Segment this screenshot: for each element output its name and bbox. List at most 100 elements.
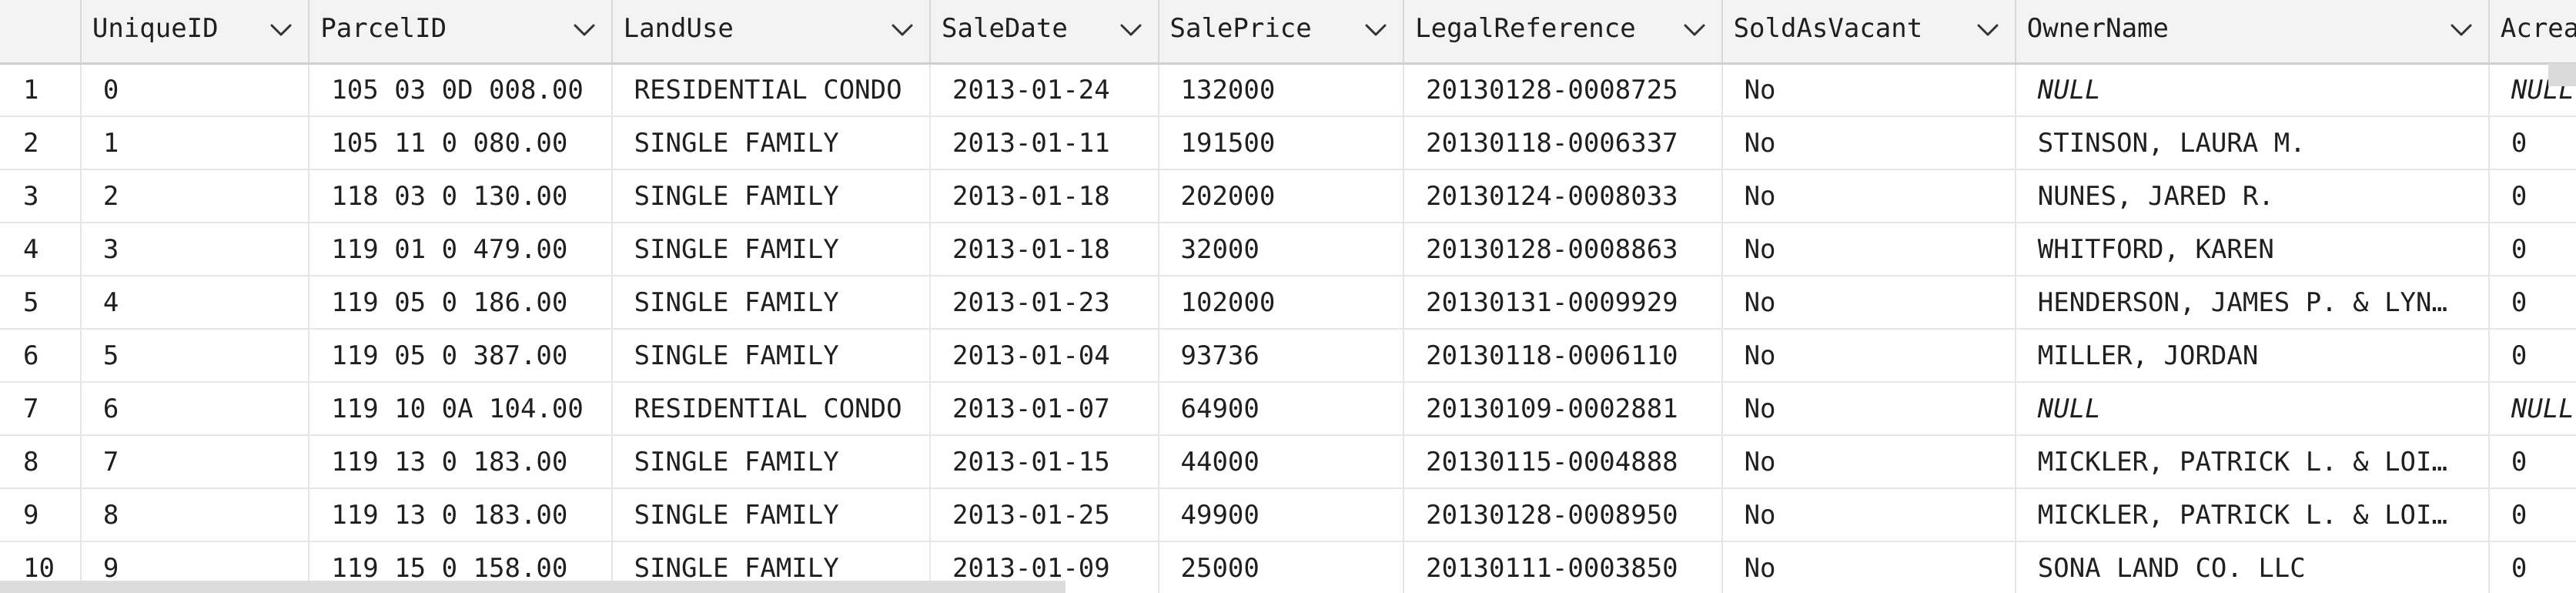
cell-saleprice[interactable]: 44000	[1158, 435, 1405, 489]
cell-soldasvacant[interactable]: No	[1721, 276, 2016, 330]
cell-landuse[interactable]: RESIDENTIAL CONDO	[611, 63, 932, 117]
row-number-cell[interactable]: 2	[0, 116, 82, 170]
column-header-acreage[interactable]: Acreage	[2488, 0, 2576, 65]
cell-ownername[interactable]: SONA LAND CO. LLC	[2015, 541, 2490, 593]
cell-acreage[interactable]: NULL	[2488, 382, 2576, 436]
cell-ownername[interactable]: NUNES, JARED R.	[2015, 169, 2490, 223]
cell-soldasvacant[interactable]: No	[1721, 223, 2016, 276]
cell-soldasvacant[interactable]: No	[1721, 488, 2016, 542]
cell-acreage[interactable]: 0	[2488, 435, 2576, 489]
cell-legalreference[interactable]: 20130128-0008725	[1403, 63, 1723, 117]
cell-legalreference[interactable]: 20130118-0006337	[1403, 116, 1723, 170]
cell-saleprice[interactable]: 32000	[1158, 223, 1405, 276]
cell-soldasvacant[interactable]: No	[1721, 435, 2016, 489]
column-header-soldasvacant[interactable]: SoldAsVacant	[1721, 0, 2016, 65]
chevron-down-icon[interactable]	[573, 22, 596, 39]
cell-uniqueid[interactable]: 4	[80, 276, 310, 330]
cell-ownername[interactable]: HENDERSON, JAMES P. & LYN…	[2015, 276, 2490, 330]
cell-saleprice[interactable]: 93736	[1158, 329, 1405, 383]
cell-landuse[interactable]: SINGLE FAMILY	[611, 116, 932, 170]
cell-landuse[interactable]: SINGLE FAMILY	[611, 435, 932, 489]
cell-uniqueid[interactable]: 1	[80, 116, 310, 170]
cell-soldasvacant[interactable]: No	[1721, 169, 2016, 223]
row-number-cell[interactable]: 9	[0, 488, 82, 542]
column-header-legalreference[interactable]: LegalReference	[1403, 0, 1723, 65]
cell-saledate[interactable]: 2013-01-18	[930, 223, 1159, 276]
cell-legalreference[interactable]: 20130131-0009929	[1403, 276, 1723, 330]
cell-parcelid[interactable]: 119 01 0 479.00	[309, 223, 613, 276]
table-row[interactable]: 2 1 105 11 0 080.00 SINGLE FAMILY 2013-01-11…	[0, 116, 2576, 170]
column-header-parcelid[interactable]: ParcelID	[309, 0, 613, 65]
chevron-down-icon[interactable]	[1976, 22, 1999, 39]
cell-soldasvacant[interactable]: No	[1721, 116, 2016, 170]
row-number-cell[interactable]: 4	[0, 223, 82, 276]
cell-parcelid[interactable]: 105 11 0 080.00	[309, 116, 613, 170]
cell-acreage[interactable]: 0	[2488, 223, 2576, 276]
cell-ownername[interactable]: MICKLER, PATRICK L. & LOI…	[2015, 488, 2490, 542]
cell-legalreference[interactable]: 20130111-0003850	[1403, 541, 1723, 593]
cell-ownername[interactable]: STINSON, LAURA M.	[2015, 116, 2490, 170]
vertical-scrollbar[interactable]	[2548, 63, 2576, 593]
chevron-down-icon[interactable]	[1364, 22, 1387, 39]
cell-ownername[interactable]: MICKLER, PATRICK L. & LOI…	[2015, 435, 2490, 489]
horizontal-scrollbar-thumb[interactable]	[0, 581, 1066, 593]
cell-soldasvacant[interactable]: No	[1721, 541, 2016, 593]
row-number-cell[interactable]: 6	[0, 329, 82, 383]
cell-uniqueid[interactable]: 3	[80, 223, 310, 276]
column-header-uniqueid[interactable]: UniqueID	[80, 0, 310, 65]
cell-uniqueid[interactable]: 8	[80, 488, 310, 542]
cell-acreage[interactable]: 0	[2488, 169, 2576, 223]
cell-saleprice[interactable]: 132000	[1158, 63, 1405, 117]
cell-landuse[interactable]: RESIDENTIAL CONDO	[611, 382, 932, 436]
cell-saleprice[interactable]: 25000	[1158, 541, 1405, 593]
cell-saledate[interactable]: 2013-01-11	[930, 116, 1159, 170]
table-row[interactable]: 8 7 119 13 0 183.00 SINGLE FAMILY 2013-01-15…	[0, 435, 2576, 489]
cell-legalreference[interactable]: 20130128-0008863	[1403, 223, 1723, 276]
cell-saledate[interactable]: 2013-01-15	[930, 435, 1159, 489]
chevron-down-icon[interactable]	[891, 22, 914, 39]
cell-saledate[interactable]: 2013-01-24	[930, 63, 1159, 117]
table-row[interactable]: 6 5 119 05 0 387.00 SINGLE FAMILY 2013-01-04…	[0, 329, 2576, 383]
cell-ownername[interactable]: WHITFORD, KAREN	[2015, 223, 2490, 276]
cell-parcelid[interactable]: 119 13 0 183.00	[309, 435, 613, 489]
cell-parcelid[interactable]: 119 13 0 183.00	[309, 488, 613, 542]
chevron-down-icon[interactable]	[2450, 22, 2473, 39]
table-row[interactable]: 1 0 105 03 0D 008.00 RESIDENTIAL CONDO 2013-…	[0, 63, 2576, 117]
cell-saledate[interactable]: 2013-01-23	[930, 276, 1159, 330]
cell-landuse[interactable]: SINGLE FAMILY	[611, 223, 932, 276]
column-header-saledate[interactable]: SaleDate	[930, 0, 1159, 65]
row-number-cell[interactable]: 5	[0, 276, 82, 330]
cell-ownername[interactable]: NULL	[2015, 382, 2490, 436]
cell-landuse[interactable]: SINGLE FAMILY	[611, 329, 932, 383]
cell-saleprice[interactable]: 202000	[1158, 169, 1405, 223]
cell-parcelid[interactable]: 118 03 0 130.00	[309, 169, 613, 223]
cell-legalreference[interactable]: 20130118-0006110	[1403, 329, 1723, 383]
table-row[interactable]: 5 4 119 05 0 186.00 SINGLE FAMILY 2013-01-23…	[0, 276, 2576, 330]
cell-acreage[interactable]: 0	[2488, 276, 2576, 330]
cell-saledate[interactable]: 2013-01-18	[930, 169, 1159, 223]
cell-saledate[interactable]: 2013-01-07	[930, 382, 1159, 436]
cell-saledate[interactable]: 2013-01-04	[930, 329, 1159, 383]
row-number-cell[interactable]: 8	[0, 435, 82, 489]
cell-parcelid[interactable]: 119 05 0 387.00	[309, 329, 613, 383]
cell-parcelid[interactable]: 119 05 0 186.00	[309, 276, 613, 330]
vertical-scrollbar-thumb[interactable]	[2548, 63, 2576, 86]
cell-uniqueid[interactable]: 7	[80, 435, 310, 489]
cell-parcelid[interactable]: 119 10 0A 104.00	[309, 382, 613, 436]
cell-acreage[interactable]: 0	[2488, 329, 2576, 383]
cell-legalreference[interactable]: 20130115-0004888	[1403, 435, 1723, 489]
cell-soldasvacant[interactable]: No	[1721, 329, 2016, 383]
cell-saleprice[interactable]: 191500	[1158, 116, 1405, 170]
cell-soldasvacant[interactable]: No	[1721, 382, 2016, 436]
table-row[interactable]: 4 3 119 01 0 479.00 SINGLE FAMILY 2013-01-18…	[0, 223, 2576, 276]
cell-uniqueid[interactable]: 0	[80, 63, 310, 117]
cell-ownername[interactable]: MILLER, JORDAN	[2015, 329, 2490, 383]
cell-ownername[interactable]: NULL	[2015, 63, 2490, 117]
cell-saleprice[interactable]: 102000	[1158, 276, 1405, 330]
chevron-down-icon[interactable]	[1119, 22, 1142, 39]
cell-landuse[interactable]: SINGLE FAMILY	[611, 276, 932, 330]
column-header-ownername[interactable]: OwnerName	[2015, 0, 2490, 65]
cell-legalreference[interactable]: 20130124-0008033	[1403, 169, 1723, 223]
column-header-saleprice[interactable]: SalePrice	[1158, 0, 1405, 65]
row-number-cell[interactable]: 1	[0, 63, 82, 117]
